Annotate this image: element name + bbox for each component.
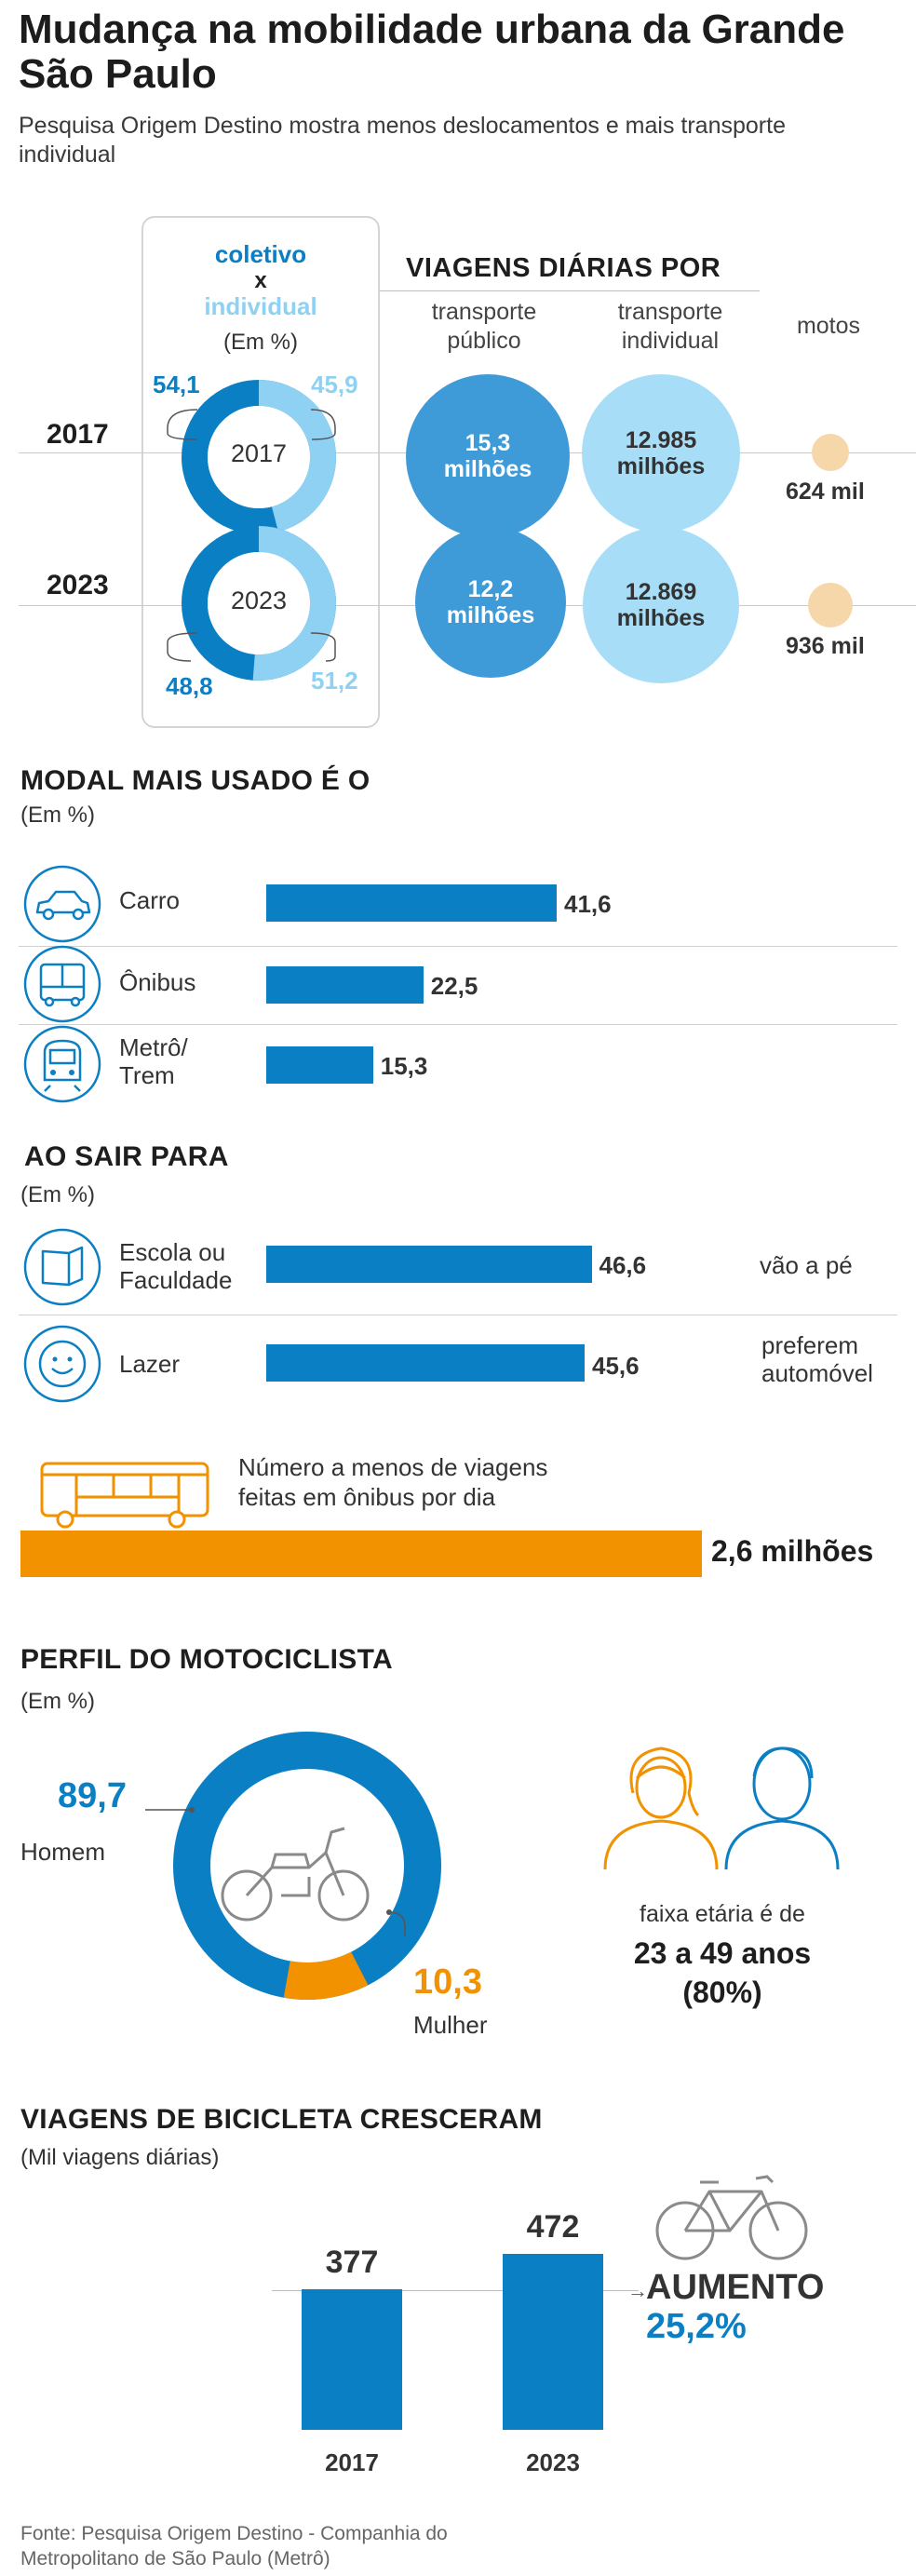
bike-bar-2023: [503, 2254, 603, 2430]
aumento-value: 25,2%: [646, 2307, 747, 2346]
donut-center-year-2023: 2023: [230, 587, 288, 614]
value-public-2017: 15,3 milhões: [443, 430, 532, 482]
page-title: Mudança na mobilidade urbana da Grande S…: [19, 7, 845, 97]
moto-donut-chart: [173, 1732, 441, 2000]
circle-public-2017: 15,3 milhões: [406, 374, 570, 538]
moto-mulher-label: Mulher: [413, 2011, 488, 2039]
moto-leaders: [145, 1807, 406, 1936]
ao-sair-value-lazer: 45,6: [592, 1352, 640, 1380]
moto-title: PERFIL DO MOTOCICLISTA: [20, 1644, 393, 1675]
donut-chart-2023: [182, 526, 336, 681]
page-subtitle: Pesquisa Origem Destino mostra menos des…: [19, 113, 786, 168]
ao-sair-note-lazer: preferem automóvel: [761, 1331, 873, 1387]
value-motos-2017: 624 mil: [786, 479, 865, 505]
bike-bar-2017: [302, 2289, 402, 2430]
moto-unit: (Em %): [20, 1689, 95, 1714]
moto-homem-label: Homem: [20, 1838, 106, 1866]
trips-title: VIAGENS DIÁRIAS POR: [406, 253, 721, 283]
source-note: Fonte: Pesquisa Origem Destino - Companh…: [20, 2523, 448, 2569]
onibus-bar: [20, 1531, 702, 1577]
ao-sair-bar-escola: [266, 1246, 592, 1283]
year-label-2023: 2023: [47, 570, 109, 600]
smiley-icon: [22, 1324, 102, 1404]
value-private-2023: 12.869 milhões: [616, 579, 706, 631]
pct-coletivo-2023: 48,8: [166, 672, 213, 700]
modal-label-onibus: Ônibus: [119, 968, 196, 996]
bus-icon: [22, 944, 102, 1024]
faixa-pct: (80%): [682, 1976, 762, 2009]
modal-bar-onibus: [266, 966, 424, 1004]
bike-cat-2017: 2017: [325, 2448, 379, 2476]
modal-value-carro: 41,6: [564, 890, 612, 918]
ao-sair-unit: (Em %): [20, 1182, 95, 1207]
modal-value-metro: 15,3: [380, 1052, 428, 1080]
aumento-arrow: →: [627, 2279, 648, 2302]
modal-bar-metro: [266, 1046, 373, 1084]
circle-public-2023: 12,2 milhões: [415, 527, 566, 678]
ao-sair-note-escola: vão a pé: [760, 1251, 853, 1279]
col-individual-label: transporte individual: [617, 299, 723, 354]
ao-sair-bar-lazer: [266, 1344, 585, 1382]
col-motos-label: motos: [796, 313, 861, 339]
value-private-2017: 12.985 milhões: [616, 427, 706, 479]
circle-private-2023: 12.869 milhões: [583, 527, 739, 683]
onibus-value: 2,6 milhões: [711, 1534, 874, 1568]
ao-sair-title: AO SAIR PARA: [24, 1141, 229, 1172]
trips-title-underline: [380, 290, 760, 291]
moto-donut-mulher: [173, 1732, 441, 2000]
modal-sep-2: [19, 1024, 897, 1025]
moto-homem-value: 89,7: [58, 1776, 127, 1815]
ao-sair-label-escola: Escola ou Faculdade: [119, 1238, 233, 1294]
donut-panel: [141, 216, 380, 728]
circle-motos-2017: [812, 434, 849, 471]
train-icon: [22, 1024, 102, 1104]
faixa-value: 23 a 49 anos: [633, 1936, 812, 1970]
pct-coletivo-2017: 54,1: [153, 371, 200, 398]
bike-cat-2023: 2023: [526, 2448, 580, 2476]
label-coletivo: coletivo: [214, 240, 307, 268]
bike-value-2023: 472: [526, 2209, 580, 2246]
motorcycle-icon: [216, 1815, 374, 1925]
donut-chart-2017: [182, 380, 336, 534]
modal-sep-1: [19, 946, 897, 947]
pct-individual-2017: 45,9: [311, 371, 358, 398]
circle-private-2017: 12.985 milhões: [582, 374, 740, 533]
aumento-label: AUMENTO: [646, 2268, 825, 2307]
donut-leaders: [167, 409, 336, 662]
people-icon: [596, 1735, 847, 1871]
car-icon: [22, 864, 102, 944]
value-public-2023: 12,2 milhões: [446, 576, 535, 628]
donut-slice-individual-2017: [182, 380, 336, 534]
bike-axis-line: [272, 2290, 639, 2291]
modal-value-onibus: 22,5: [430, 972, 478, 1000]
circle-motos-2023: [808, 583, 853, 627]
bike-unit: (Mil viagens diárias): [20, 2145, 220, 2170]
moto-mulher-value: 10,3: [413, 1962, 482, 2002]
label-individual: individual: [204, 292, 317, 320]
book-icon: [22, 1227, 102, 1307]
donut-unit: (Em %): [223, 330, 298, 355]
onibus-text: Número a menos de viagens feitas em ônib…: [238, 1453, 548, 1511]
donut-center-2017: [208, 406, 310, 508]
label-x: x: [254, 268, 267, 293]
year-label-2017: 2017: [47, 419, 109, 450]
ao-sair-value-escola: 46,6: [599, 1251, 647, 1279]
modal-unit: (Em %): [20, 802, 95, 828]
value-motos-2023: 936 mil: [786, 633, 865, 659]
bus-outline-icon: [39, 1454, 212, 1532]
donut-center-year-2017: 2017: [230, 439, 288, 467]
modal-bar-carro: [266, 884, 557, 922]
modal-label-carro: Carro: [119, 886, 181, 914]
modal-title: MODAL MAIS USADO É O: [20, 765, 370, 796]
donut-center-2023: [208, 552, 310, 654]
bike-title: VIAGENS DE BICICLETA CRESCERAM: [20, 2104, 543, 2135]
ao-sair-label-lazer: Lazer: [119, 1350, 181, 1378]
bicycle-icon: [652, 2169, 812, 2266]
pct-individual-2023: 51,2: [311, 667, 358, 695]
donut-slice-individual-2023: [182, 526, 336, 681]
bike-value-2017: 377: [325, 2245, 379, 2281]
faixa-label: faixa etária é de: [640, 1901, 805, 1927]
col-public-label: transporte público: [431, 299, 537, 354]
modal-label-metro: Metrô/ Trem: [119, 1033, 188, 1089]
